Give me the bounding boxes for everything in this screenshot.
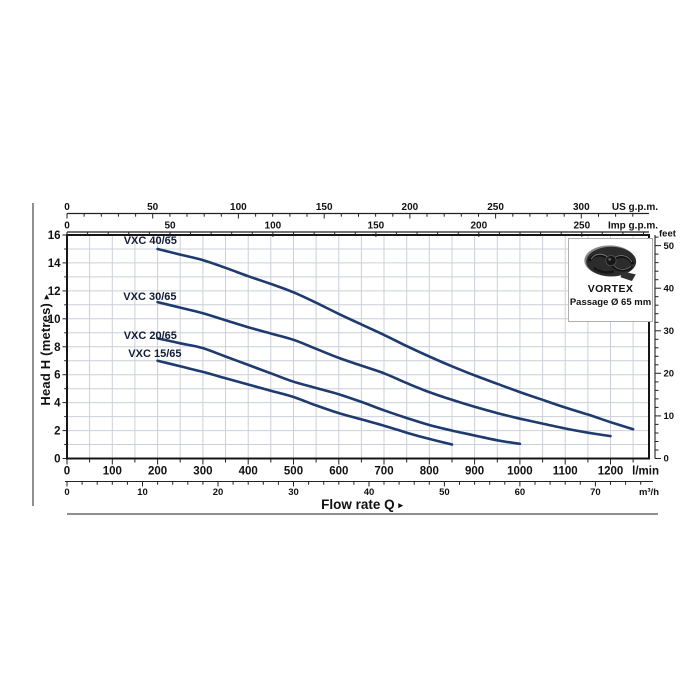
svg-text:50: 50 [439, 487, 450, 498]
x-axis-imp-gpm: 0 50 100 150 200 250 Imp g.p.m. [64, 221, 658, 237]
svg-text:400: 400 [239, 466, 258, 478]
svg-text:30: 30 [288, 487, 299, 498]
x-axis-lmin: 0 100 200 300 400 500 600 700 800 900 1000 1100 1200… [64, 459, 659, 478]
svg-text:0: 0 [664, 454, 669, 465]
svg-text:m³/h: m³/h [639, 487, 659, 498]
svg-text:0: 0 [64, 221, 70, 232]
pump-curves [156, 247, 635, 446]
curve-label-vxc-20-65: VXC 20/65 [124, 330, 177, 342]
svg-text:1100: 1100 [553, 466, 578, 478]
legend-subtitle: Passage Ø 65 mm [569, 297, 652, 308]
svg-text:300: 300 [573, 202, 590, 213]
svg-text:10: 10 [137, 487, 148, 498]
bottom-rule-line [67, 513, 658, 515]
svg-text:10: 10 [664, 411, 675, 422]
svg-text:4: 4 [54, 398, 61, 410]
svg-text:feet: feet [659, 229, 677, 240]
y-axis-title: Head H (metres) ▸ [38, 250, 54, 450]
legend-title: VORTEX [587, 283, 634, 295]
x-axis-title-text: Flow rate Q [321, 497, 395, 512]
svg-text:US g.p.m.: US g.p.m. [612, 202, 658, 213]
x-axis-us-gpm: 0 50 100 150 200 250 300 US g.p.m. [64, 202, 658, 219]
svg-text:200: 200 [148, 466, 167, 478]
curve-labels: VXC 40/65 VXC 30/65 VXC 20/65 VXC 15/65 [123, 235, 181, 360]
svg-text:700: 700 [374, 466, 393, 478]
curve-vxc-20-65 [156, 337, 522, 446]
svg-text:30: 30 [664, 326, 675, 337]
left-rule-line [32, 203, 34, 506]
svg-text:200: 200 [470, 221, 487, 232]
svg-text:100: 100 [265, 221, 282, 232]
curve-label-vxc-40-65: VXC 40/65 [124, 235, 177, 247]
svg-text:1000: 1000 [507, 466, 533, 478]
svg-text:100: 100 [230, 202, 247, 213]
plot-grid [67, 235, 649, 459]
svg-text:1200: 1200 [598, 466, 624, 478]
svg-text:40: 40 [664, 283, 675, 294]
svg-text:600: 600 [329, 466, 348, 478]
curve-label-vxc-30-65: VXC 30/65 [123, 291, 176, 303]
svg-text:250: 250 [573, 221, 590, 232]
svg-text:150: 150 [316, 202, 333, 213]
svg-text:20: 20 [664, 369, 675, 380]
y-axis-metres: 0 2 4 6 8 10 12 14 16 [48, 230, 67, 466]
x-axis-title: Flow rate Q ▸ [262, 497, 462, 512]
svg-text:250: 250 [487, 202, 504, 213]
vortex-legend-box: VORTEX Passage Ø 65 mm [568, 238, 653, 322]
curve-label-vxc-15-65: VXC 15/65 [128, 348, 181, 360]
x-axis-arrow-icon: ▸ [398, 500, 403, 510]
y-axis-arrow-icon: ▸ [41, 294, 51, 300]
svg-text:50: 50 [664, 241, 675, 252]
svg-text:60: 60 [515, 487, 526, 498]
svg-text:200: 200 [402, 202, 419, 213]
svg-text:40: 40 [364, 487, 375, 498]
x-axis-m3h: 0 10 20 30 40 50 60 70 m³/h [64, 480, 659, 498]
svg-text:l/min: l/min [632, 466, 659, 478]
y-axis-title-text: Head H (metres) [38, 302, 53, 406]
svg-text:50: 50 [147, 202, 159, 213]
vortex-impeller-icon [583, 245, 636, 282]
svg-text:2: 2 [54, 426, 60, 438]
svg-text:900: 900 [465, 466, 484, 478]
svg-text:0: 0 [64, 487, 69, 498]
curve-vxc-40-65 [156, 247, 635, 431]
svg-text:Imp g.p.m.: Imp g.p.m. [608, 221, 658, 232]
svg-text:70: 70 [590, 487, 601, 498]
svg-text:0: 0 [54, 454, 60, 466]
svg-text:10: 10 [48, 314, 61, 326]
svg-text:100: 100 [103, 466, 122, 478]
svg-text:8: 8 [54, 342, 61, 354]
svg-text:300: 300 [193, 466, 212, 478]
svg-text:500: 500 [284, 466, 303, 478]
svg-text:800: 800 [420, 466, 439, 478]
svg-text:20: 20 [213, 487, 224, 498]
curve-vxc-15-65 [156, 359, 454, 446]
svg-text:12: 12 [48, 286, 61, 298]
svg-text:0: 0 [64, 202, 70, 213]
svg-text:16: 16 [48, 230, 61, 242]
svg-text:6: 6 [54, 370, 60, 382]
svg-text:150: 150 [368, 221, 385, 232]
svg-text:14: 14 [48, 258, 61, 270]
svg-text:50: 50 [164, 221, 176, 232]
svg-text:0: 0 [64, 466, 70, 478]
curve-vxc-30-65 [156, 300, 612, 438]
